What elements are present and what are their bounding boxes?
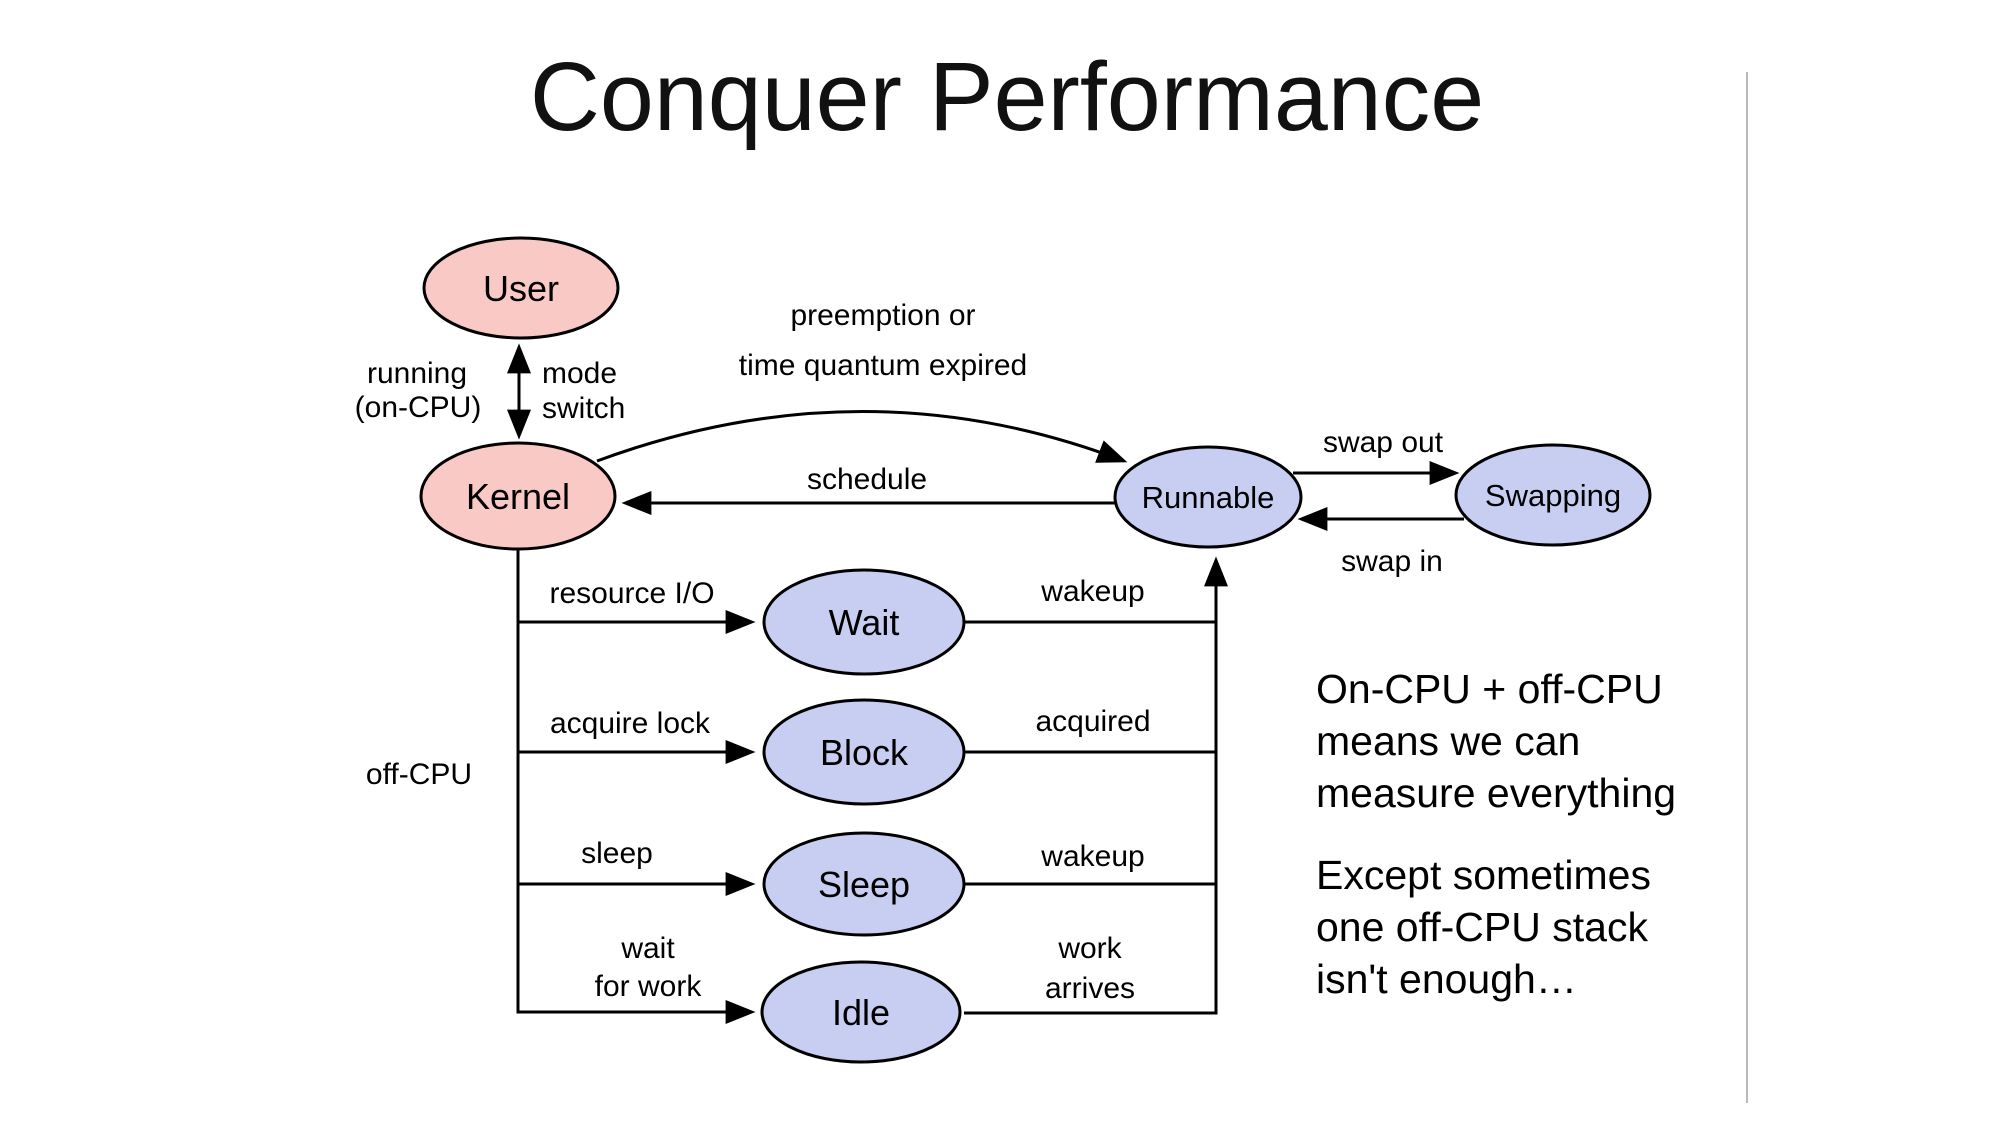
node-block xyxy=(762,698,966,806)
note-line: Except sometimes xyxy=(1316,852,1651,898)
node-user xyxy=(422,236,620,340)
node-swapping-label: Swapping xyxy=(1485,478,1621,513)
edge-label-wait-line1: wait xyxy=(620,932,675,965)
edge-label-running-line1: running xyxy=(367,357,467,390)
edge-label-off-cpu: off-CPU xyxy=(366,758,472,791)
edge-label-wait-line2: for work xyxy=(595,970,703,1003)
edge-label-preemption-line1: preemption or xyxy=(790,299,975,332)
edge-label-mode-line1: mode xyxy=(542,357,617,390)
edge-label-wakeup-wait: wakeup xyxy=(1040,575,1144,608)
note-line: measure everything xyxy=(1316,770,1677,816)
node-runnable xyxy=(1113,445,1303,549)
node-user-label: User xyxy=(483,268,559,309)
arrow-work-arrives xyxy=(964,556,1228,1015)
note-line: isn't enough… xyxy=(1316,956,1577,1002)
edge-label-work-line2: arrives xyxy=(1045,972,1135,1005)
page-title: Conquer Performance xyxy=(529,42,1485,151)
edge-label-running-line2: (on-CPU) xyxy=(355,391,482,424)
node-kernel xyxy=(419,441,617,551)
note-line: one off-CPU stack xyxy=(1316,904,1648,950)
node-sleep xyxy=(762,831,966,937)
edge-label-mode-line2: switch xyxy=(542,392,625,425)
note-except-sometimes: Except sometimes one off-CPU stack isn't… xyxy=(1316,849,1796,1005)
edge-label-acquired: acquired xyxy=(1035,705,1150,738)
edge-label-work-line1: work xyxy=(1057,932,1122,965)
edge-label-swap-out: swap out xyxy=(1323,426,1444,459)
node-runnable-label: Runnable xyxy=(1142,480,1275,515)
node-idle-label: Idle xyxy=(832,992,890,1033)
node-wait xyxy=(762,568,966,676)
edge-label-wakeup-sleep: wakeup xyxy=(1040,840,1144,873)
node-idle xyxy=(760,960,962,1064)
node-block-label: Block xyxy=(820,732,909,773)
note-line: On-CPU + off-CPU xyxy=(1316,666,1663,712)
node-swapping xyxy=(1454,443,1652,547)
node-wait-label: Wait xyxy=(829,602,900,643)
note-on-cpu-off-cpu: On-CPU + off-CPU means we can measure ev… xyxy=(1316,663,1796,819)
edge-label-resource-io: resource I/O xyxy=(549,577,714,610)
note-line: means we can xyxy=(1316,718,1581,764)
edge-label-sleep: sleep xyxy=(581,837,653,870)
edge-label-preemption-line2: time quantum expired xyxy=(739,349,1028,382)
edge-label-schedule: schedule xyxy=(807,463,927,496)
edge-label-swap-in: swap in xyxy=(1341,545,1443,578)
edge-label-acquire-lock: acquire lock xyxy=(550,707,711,740)
node-sleep-label: Sleep xyxy=(818,864,910,905)
arrow-wait-for-work xyxy=(516,549,756,1024)
arrow-preemption xyxy=(596,410,1128,463)
node-kernel-label: Kernel xyxy=(466,476,570,517)
